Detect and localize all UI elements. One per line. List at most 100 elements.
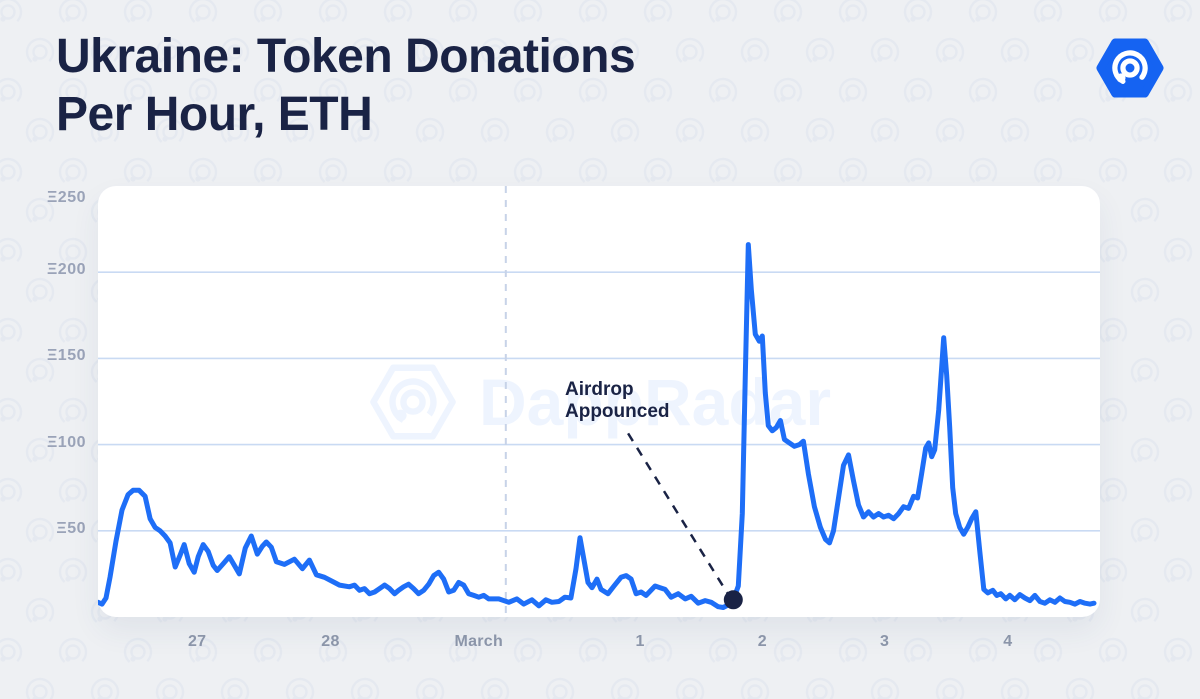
background-radar-glyph	[118, 152, 158, 192]
background-radar-glyph	[53, 0, 93, 32]
background-radar-glyph	[638, 152, 678, 192]
background-radar-glyph	[1158, 152, 1198, 192]
background-radar-glyph	[1158, 0, 1198, 32]
background-radar-glyph	[0, 632, 28, 672]
background-radar-glyph	[20, 672, 60, 699]
background-radar-glyph	[183, 0, 223, 32]
background-radar-glyph	[1158, 312, 1198, 352]
background-radar-glyph	[1125, 112, 1165, 152]
background-radar-glyph	[1125, 272, 1165, 312]
background-radar-glyph	[1060, 112, 1100, 152]
background-radar-glyph	[573, 152, 613, 192]
dappradar-logo-icon	[1096, 38, 1164, 98]
y-axis-tick-label: Ξ250	[47, 189, 86, 206]
background-radar-glyph	[963, 72, 1003, 112]
background-radar-glyph	[1125, 592, 1165, 632]
background-radar-glyph	[410, 672, 450, 699]
background-radar-glyph	[995, 672, 1035, 699]
background-radar-glyph	[703, 152, 743, 192]
background-radar-glyph	[378, 0, 418, 32]
logo-hexagon	[1096, 38, 1164, 98]
x-axis-tick-label: 28	[321, 633, 340, 650]
background-radar-glyph	[1158, 552, 1198, 592]
background-radar-glyph	[1093, 472, 1133, 512]
background-radar-glyph	[1093, 552, 1133, 592]
background-radar-glyph	[995, 32, 1035, 72]
background-radar-glyph	[1125, 672, 1165, 699]
background-radar-glyph	[248, 0, 288, 32]
annotation-label: Airdrop Appounced	[565, 379, 670, 423]
background-radar-glyph	[1158, 632, 1198, 672]
title-line-2: Per Hour, ETH	[56, 88, 373, 141]
x-axis-tick-label: 27	[187, 633, 207, 650]
background-radar-glyph	[118, 0, 158, 32]
background-radar-glyph	[1125, 192, 1165, 232]
background-radar-glyph	[1125, 352, 1165, 392]
background-radar-glyph	[508, 0, 548, 32]
y-axis-tick-label: Ξ50	[56, 519, 86, 537]
background-radar-glyph	[183, 152, 223, 192]
background-radar-glyph	[768, 0, 808, 32]
background-radar-glyph	[53, 152, 93, 192]
background-radar-glyph	[1028, 0, 1068, 32]
background-radar-glyph	[0, 72, 28, 112]
background-radar-glyph	[1093, 632, 1133, 672]
background-radar-glyph	[930, 672, 970, 699]
line-chart-plot	[98, 186, 1100, 617]
background-radar-glyph	[1028, 152, 1068, 192]
page-title: Ukraine: Token Donations Per Hour, ETH	[56, 28, 956, 144]
background-radar-glyph	[313, 152, 353, 192]
background-radar-glyph	[20, 112, 60, 152]
background-radar-glyph	[0, 0, 28, 32]
background-radar-glyph	[1158, 392, 1198, 432]
background-radar-glyph	[1158, 472, 1198, 512]
background-radar-glyph	[963, 152, 1003, 192]
background-radar-glyph	[1060, 672, 1100, 699]
background-radar-glyph	[443, 152, 483, 192]
background-radar-glyph	[605, 672, 645, 699]
chart-panel: DappRadar Airdrop Appounced	[98, 186, 1100, 617]
background-radar-glyph	[670, 672, 710, 699]
annotation-connector-line	[627, 432, 730, 596]
background-radar-glyph	[1125, 512, 1165, 552]
background-radar-glyph	[215, 672, 255, 699]
y-axis-tick-label: Ξ150	[47, 347, 86, 365]
x-axis-tick-label: 1	[635, 633, 645, 650]
background-radar-glyph	[508, 152, 548, 192]
background-radar-glyph	[1125, 432, 1165, 472]
background-radar-glyph	[898, 0, 938, 32]
x-axis-tick-label: March	[454, 633, 504, 650]
title-line-1: Ukraine: Token Donations	[56, 30, 636, 83]
x-axis-tick-label: 2	[757, 633, 767, 650]
background-radar-glyph	[1060, 32, 1100, 72]
background-radar-glyph	[865, 672, 905, 699]
background-radar-glyph	[1158, 72, 1198, 112]
background-radar-glyph	[1093, 232, 1133, 272]
background-radar-glyph	[0, 152, 28, 192]
background-radar-glyph	[1158, 232, 1198, 272]
y-axis-labels: Ξ250 Ξ200 Ξ150 Ξ100 Ξ50	[0, 186, 86, 617]
annotation-line-1: Airdrop	[565, 379, 634, 400]
x-axis-labels: 27 28 March 1 2 3 4	[98, 633, 1100, 657]
background-radar-glyph	[768, 152, 808, 192]
x-axis-tick-label: 4	[1003, 633, 1013, 650]
background-radar-glyph	[345, 672, 385, 699]
logo-radar-glyph	[1112, 50, 1148, 86]
background-radar-glyph	[85, 672, 125, 699]
background-radar-glyph	[800, 672, 840, 699]
background-radar-glyph	[703, 0, 743, 32]
background-radar-glyph	[1093, 312, 1133, 352]
eth-donations-line	[98, 242, 1097, 610]
background-radar-glyph	[313, 0, 353, 32]
background-radar-glyph	[150, 672, 190, 699]
background-radar-glyph	[1093, 0, 1133, 32]
background-radar-glyph	[573, 0, 613, 32]
background-radar-glyph	[378, 152, 418, 192]
y-axis-tick-label: Ξ200	[47, 261, 86, 279]
y-axis-tick-label: Ξ100	[47, 433, 86, 451]
background-radar-glyph	[833, 152, 873, 192]
background-radar-glyph	[443, 0, 483, 32]
background-radar-glyph	[20, 32, 60, 72]
background-radar-glyph	[53, 632, 93, 672]
